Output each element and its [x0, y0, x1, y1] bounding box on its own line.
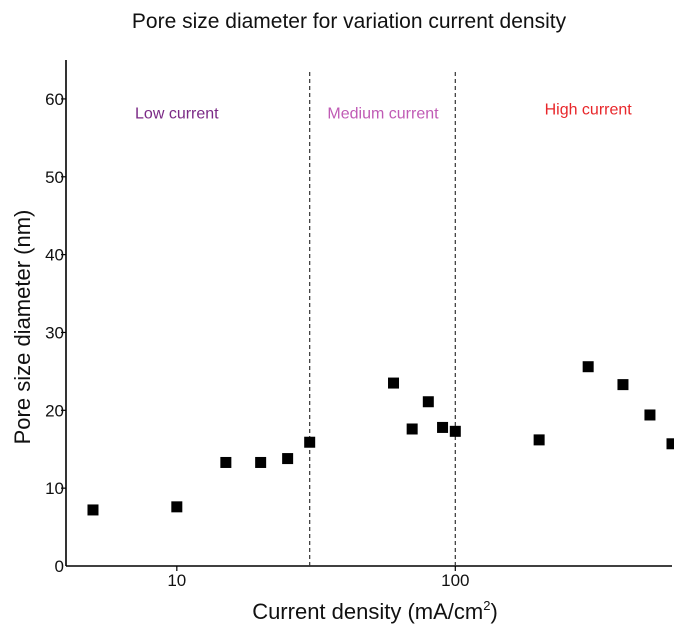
data-point — [666, 438, 674, 450]
data-point — [388, 377, 400, 389]
chart-title: Pore size diameter for variation current… — [132, 10, 567, 33]
y-tick-label: 50 — [45, 168, 64, 187]
y-tick-label: 0 — [55, 557, 64, 576]
data-point — [171, 501, 183, 513]
y-tick-label: 10 — [45, 479, 64, 498]
tick-labels: 10 100 0 10 20 30 40 50 60 — [45, 90, 469, 590]
x-axis-label-suffix: ) — [490, 599, 497, 624]
data-point — [87, 504, 99, 516]
y-tick-label: 30 — [45, 323, 64, 342]
x-axis-label-main: Current density (mA/cm — [252, 599, 483, 624]
data-point — [449, 425, 461, 437]
data-point — [406, 423, 418, 435]
x-axis-label: Current density (mA/cm2) — [252, 598, 498, 624]
x-axis-label-superscript: 2 — [483, 598, 490, 613]
region-label: Medium current — [327, 105, 439, 122]
data-point — [437, 421, 449, 433]
x-tick-label: 100 — [441, 571, 469, 590]
y-tick-label: 20 — [45, 401, 64, 420]
y-axis-label: Pore size diameter (nm) — [10, 210, 35, 445]
axes — [61, 60, 672, 571]
data-point — [282, 453, 294, 465]
y-tick-label: 60 — [45, 90, 64, 109]
region-labels: Low current Medium current High current — [135, 101, 632, 122]
data-point — [533, 434, 545, 446]
data-point — [255, 456, 267, 468]
data-point — [220, 456, 232, 468]
data-point — [304, 436, 316, 448]
y-tick-label: 40 — [45, 246, 64, 265]
data-points — [87, 361, 674, 516]
data-point — [644, 409, 656, 421]
x-tick-label: 10 — [167, 571, 186, 590]
data-point — [582, 361, 594, 373]
region-label: Low current — [135, 105, 219, 122]
region-label: High current — [545, 101, 633, 118]
region-divider-lines — [309, 72, 456, 566]
data-point — [422, 396, 434, 408]
data-point — [617, 379, 629, 391]
